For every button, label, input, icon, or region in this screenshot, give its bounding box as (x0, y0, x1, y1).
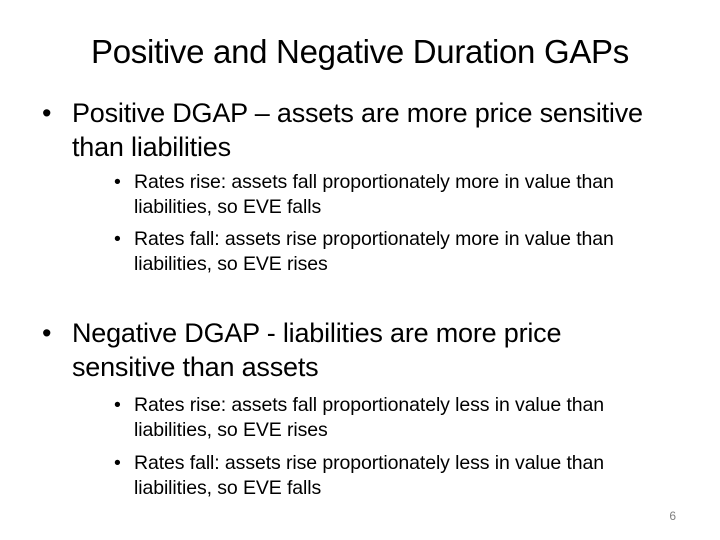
bullet-marker: • (42, 98, 52, 128)
bullet-marker: • (42, 318, 52, 348)
page-number: 6 (669, 509, 676, 523)
sub-bullet-positive-rates-fall: • Rates fall: assets rise proportionatel… (114, 227, 674, 277)
bullet-text: Positive DGAP – assets are more price se… (72, 98, 643, 162)
sub-bullet-text: Rates fall: assets rise proportionately … (134, 228, 614, 275)
sub-bullet-text: Rates rise: assets fall proportionately … (134, 394, 605, 441)
sub-bullet-marker: • (114, 452, 121, 474)
slide-title: Positive and Negative Duration GAPs (91, 33, 629, 70)
sub-bullet-text: Rates fall: assets rise proportionately … (134, 452, 605, 499)
sub-bullet-text: Rates rise: assets fall proportionately … (134, 171, 614, 218)
bullet-negative-dgap: • Negative DGAP - liabilities are more p… (42, 316, 652, 384)
bullet-positive-dgap: • Positive DGAP – assets are more price … (42, 96, 652, 164)
sub-bullet-negative-rates-rise: • Rates rise: assets fall proportionatel… (114, 393, 674, 443)
sub-bullet-negative-rates-fall: • Rates fall: assets rise proportionatel… (114, 451, 674, 501)
sub-bullet-marker: • (114, 394, 121, 416)
sub-bullet-marker: • (114, 228, 121, 250)
sub-bullet-marker: • (114, 171, 121, 193)
sub-bullet-positive-rates-rise: • Rates rise: assets fall proportionatel… (114, 170, 674, 220)
bullet-text: Negative DGAP - liabilities are more pri… (72, 318, 562, 382)
